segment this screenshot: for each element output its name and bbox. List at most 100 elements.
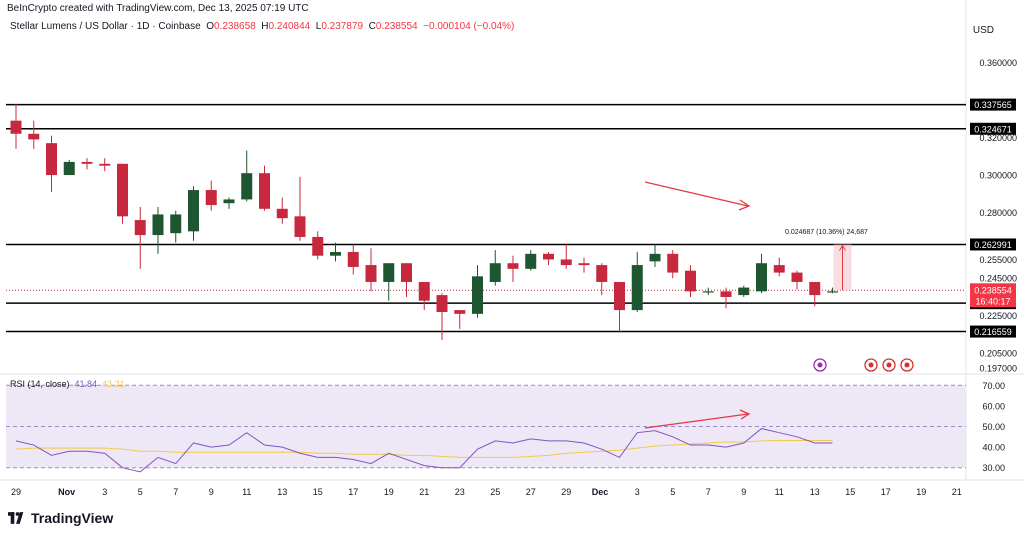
candle-down[interactable]	[294, 216, 306, 237]
bar-countdown-label: 16:40:17	[975, 296, 1010, 306]
last-price-tag	[970, 283, 1016, 308]
time-tick-label: 15	[313, 487, 323, 497]
level-price-tag	[970, 98, 1016, 111]
level-price-label: 0.324671	[974, 124, 1012, 134]
candle-down[interactable]	[667, 253, 679, 273]
candle-down[interactable]	[507, 263, 519, 269]
candle-down[interactable]	[10, 120, 22, 134]
time-tick-label: 21	[952, 487, 962, 497]
price-tick-label: 0.280000	[979, 208, 1017, 218]
candle-down[interactable]	[81, 161, 93, 164]
candle-down[interactable]	[259, 173, 270, 209]
time-tick-label: 29	[11, 487, 21, 497]
symbol-legend: Stellar Lumens / US Dollar · 1D · Coinba…	[10, 21, 514, 32]
time-tick-label: 3	[102, 487, 107, 497]
time-tick-label: 9	[741, 487, 746, 497]
currency-label[interactable]: USD	[972, 25, 994, 36]
candle-down[interactable]	[720, 291, 732, 297]
symbol-name: Stellar Lumens / US Dollar · 1D · Coinba…	[10, 21, 201, 32]
candle-down[interactable]	[312, 236, 324, 256]
candle-down[interactable]	[28, 133, 40, 140]
tradingview-logo-icon	[8, 512, 24, 524]
candle-down[interactable]	[685, 270, 696, 292]
price-tick-label: 0.255000	[979, 255, 1017, 265]
price-tick-label: 0.360000	[979, 58, 1017, 68]
candle-up[interactable]	[152, 214, 164, 236]
time-tick-label: 11	[775, 487, 784, 497]
change-value: −0.000104 (−0.04%)	[423, 21, 515, 32]
price-tick-label: 0.300000	[979, 171, 1017, 181]
candle-up[interactable]	[472, 276, 483, 314]
event-icon-dot	[817, 362, 823, 368]
candle-up[interactable]	[330, 251, 341, 256]
time-tick-label: 9	[209, 487, 214, 497]
candle-up[interactable]	[63, 161, 75, 176]
candle-down[interactable]	[596, 265, 608, 282]
rsi-line[interactable]	[15, 428, 833, 473]
time-tick-label: 17	[881, 487, 891, 497]
candle-up[interactable]	[827, 291, 838, 293]
rsi-tick-label: 40.00	[982, 443, 1005, 453]
candle-down[interactable]	[560, 259, 572, 266]
candle-down[interactable]	[276, 208, 288, 219]
time-tick-label: 25	[490, 487, 500, 497]
tradingview-logo-text: TradingView	[31, 510, 114, 526]
candle-down[interactable]	[418, 281, 430, 301]
candle-up[interactable]	[649, 253, 661, 262]
candle-down[interactable]	[454, 310, 466, 314]
tradingview-logo[interactable]: TradingView	[8, 510, 113, 526]
candle-down[interactable]	[205, 190, 217, 206]
candle-down[interactable]	[809, 281, 821, 296]
rsi-tick-label: 60.00	[982, 401, 1005, 411]
high-label: H	[261, 21, 269, 32]
candle-up[interactable]	[738, 287, 750, 296]
price-tick-label: 0.197000	[979, 364, 1017, 374]
open-value: 0.238658	[213, 21, 256, 32]
time-tick-label: 11	[242, 487, 251, 497]
candle-down[interactable]	[543, 253, 554, 260]
level-price-label: 0.337565	[974, 100, 1012, 110]
chart-credit: BeInCrypto created with TradingView.com,…	[7, 3, 309, 14]
low-label: L	[315, 21, 322, 32]
candle-up[interactable]	[188, 190, 199, 232]
rsi-value: 41.84	[74, 379, 98, 389]
candle-down[interactable]	[99, 163, 111, 166]
candle-up[interactable]	[631, 265, 643, 311]
candle-up[interactable]	[525, 253, 537, 269]
time-tick-label: 19	[384, 487, 394, 497]
time-tick-label: 7	[173, 487, 178, 497]
candle-up[interactable]	[241, 173, 253, 200]
candle-down[interactable]	[401, 263, 412, 282]
time-tick-label: 27	[526, 487, 536, 497]
candle-down[interactable]	[347, 251, 359, 267]
level-price-label: 0.262991	[974, 240, 1012, 250]
price-trend-arrow[interactable]	[644, 181, 749, 207]
candle-up[interactable]	[383, 263, 395, 282]
close-value: 0.238554	[375, 21, 418, 32]
candle-down[interactable]	[134, 220, 146, 236]
rsi-ma-line	[15, 439, 833, 458]
candle-up[interactable]	[489, 263, 501, 282]
candle-down[interactable]	[117, 163, 128, 217]
rsi-divergence-arrow[interactable]	[644, 413, 749, 429]
time-tick-label: Dec	[592, 487, 609, 497]
candle-down[interactable]	[365, 265, 377, 282]
candle-up[interactable]	[702, 291, 714, 293]
candle-down[interactable]	[46, 143, 57, 176]
low-value: 0.237879	[321, 21, 364, 32]
event-icon-dot	[904, 362, 910, 368]
candle-down[interactable]	[614, 281, 625, 311]
candle-down[interactable]	[773, 265, 785, 273]
time-tick-label: 5	[138, 487, 143, 497]
candle-up[interactable]	[170, 214, 182, 234]
candle-up[interactable]	[223, 199, 235, 204]
candle-up[interactable]	[756, 263, 767, 292]
event-icon-dot	[868, 362, 874, 368]
candle-down[interactable]	[791, 272, 803, 282]
price-tick-label: 0.205000	[979, 349, 1017, 359]
price-tick-label: 0.320000	[979, 133, 1017, 143]
candle-down[interactable]	[436, 295, 448, 312]
level-price-tag	[970, 122, 1016, 135]
candle-down[interactable]	[578, 263, 590, 266]
